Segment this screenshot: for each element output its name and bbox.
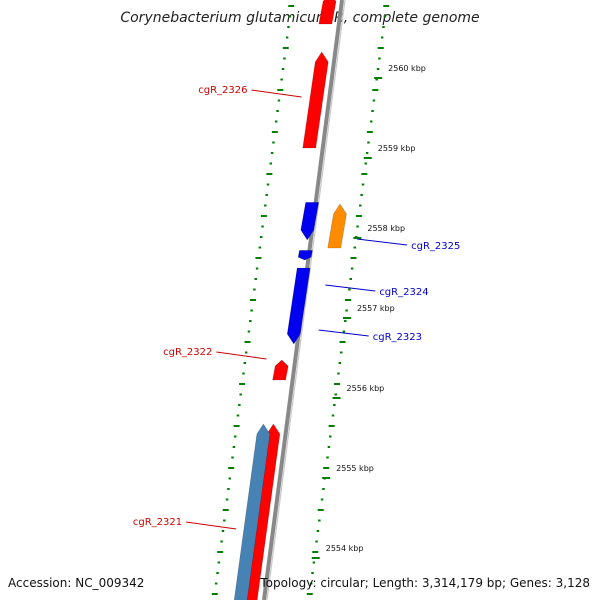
label-connector <box>357 238 408 246</box>
label-connector <box>251 89 302 98</box>
gene-label[interactable]: cgR_2324 <box>379 287 428 298</box>
gene-label[interactable]: cgR_2325 <box>411 241 460 252</box>
map-title: Corynebacterium glutamicum R, complete g… <box>120 10 480 26</box>
label-connector <box>318 329 369 337</box>
accession-text: Accession: NC_009342 <box>8 576 145 590</box>
label-layer: 2560 kbp 2559 kbp 2558 kbp 2557 kbp 2556 kbp… <box>133 64 461 553</box>
gene-arrow-cgR_2324[interactable] <box>297 250 313 261</box>
kbp-label: 2556 kbp <box>347 384 385 393</box>
kbp-label: 2560 kbp <box>388 64 426 73</box>
gene-arrow-cgR_2322[interactable] <box>272 359 289 381</box>
kbp-label: 2554 kbp <box>326 544 364 553</box>
gene-layer[interactable] <box>230 0 347 600</box>
label-connector <box>216 351 267 360</box>
gene-arrow-cgR_2326[interactable] <box>302 51 329 149</box>
gene-arrow-unlabeled-3[interactable] <box>300 202 320 241</box>
gene-label[interactable]: cgR_2323 <box>373 332 422 343</box>
gene-arrow-cgR_2321[interactable] <box>230 423 271 600</box>
label-connector <box>186 521 237 530</box>
topology-text: Topology: circular; Length: 3,314,179 bp… <box>260 576 590 590</box>
gene-arrow-cgR_2323[interactable] <box>286 267 311 345</box>
backbone-highlight <box>266 0 346 600</box>
gene-label[interactable]: cgR_2321 <box>133 517 182 528</box>
kbp-label: 2558 kbp <box>367 224 405 233</box>
label-connector <box>325 284 376 292</box>
gene-arrow-unlabeled-0[interactable] <box>318 0 337 25</box>
tick-layer <box>211 5 390 595</box>
gene-label[interactable]: cgR_2326 <box>198 85 247 96</box>
kbp-label: 2559 kbp <box>378 144 416 153</box>
gene-arrow-cgR_2325[interactable] <box>327 203 347 249</box>
kbp-label: 2555 kbp <box>336 464 374 473</box>
gene-label[interactable]: cgR_2322 <box>163 347 212 358</box>
kbp-label: 2557 kbp <box>357 304 395 313</box>
